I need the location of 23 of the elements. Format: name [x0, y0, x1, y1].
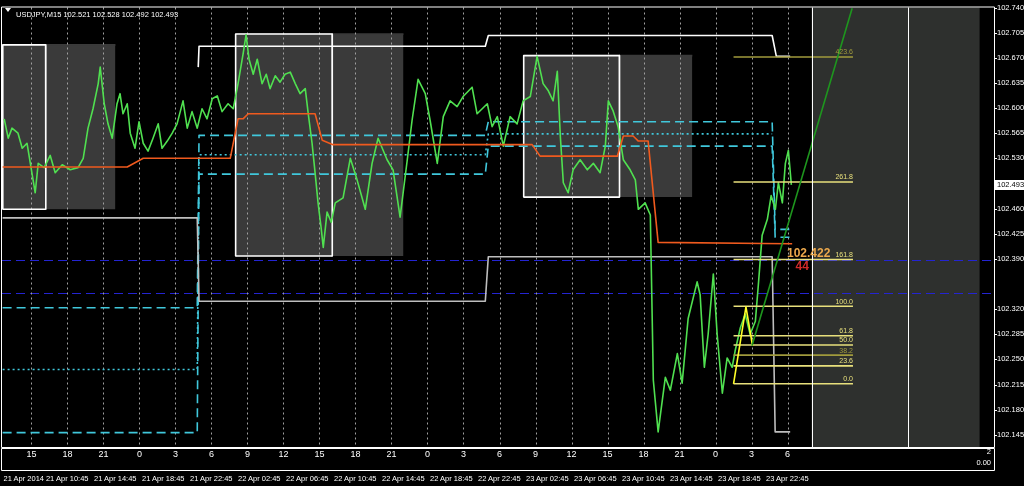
x-tick-label: 15	[26, 449, 37, 460]
x-tick-label: 15	[602, 449, 613, 460]
x-tick-label: 0	[713, 449, 719, 460]
x-tick-label: 0	[136, 449, 142, 460]
x-tick-label: 18	[62, 449, 73, 460]
x-tick-label: 6	[496, 449, 503, 460]
x-tick-label: 18	[350, 449, 361, 460]
x-tick-label: 6	[785, 449, 791, 460]
x-tick-label: 6	[208, 449, 214, 460]
x-tick-label: 3	[749, 449, 755, 460]
x-tick-label: 3	[172, 449, 178, 460]
x-tick-label: 9	[533, 449, 539, 460]
x-tick-label: 12	[566, 449, 577, 460]
x-tick-label: 21	[386, 449, 397, 460]
x-tick-label: 21	[674, 449, 685, 460]
x-tick-label: 3	[460, 449, 466, 460]
x-tick-label: 21	[98, 449, 109, 460]
annotation: 44	[795, 258, 810, 273]
x-tick-label: 18	[638, 449, 649, 460]
x-tick-label: 12	[278, 449, 289, 460]
x-tick-label: 0	[424, 449, 430, 460]
x-tick-label: 15	[314, 449, 325, 460]
x-tick-label: 9	[244, 449, 250, 460]
